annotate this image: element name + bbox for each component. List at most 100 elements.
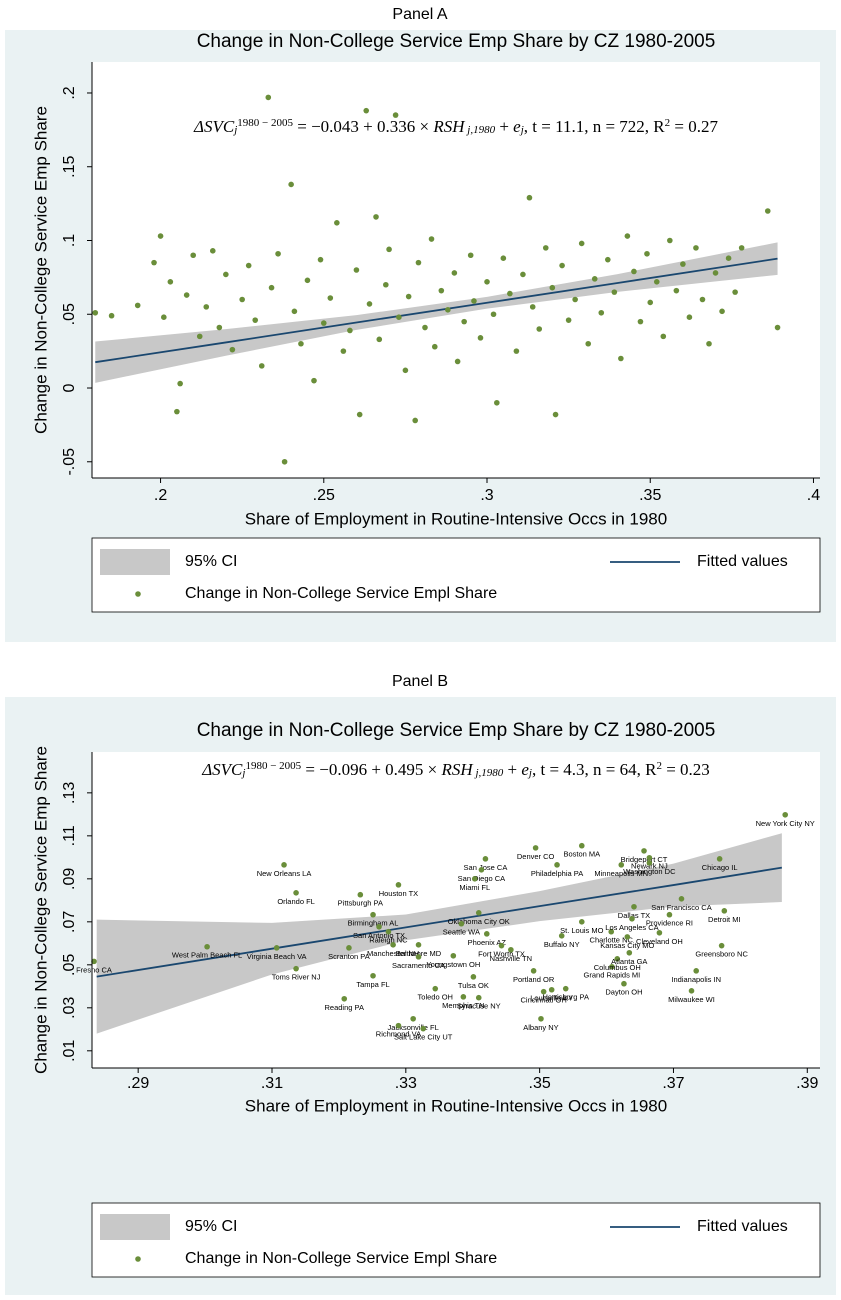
equation-part: = −0.043 + 0.336 × [293,117,433,136]
point-label: Salt Lake City UT [394,1033,453,1042]
scatter-point [680,261,686,267]
scatter-point [356,411,363,418]
scatter-point [712,270,719,276]
scatter-point [134,302,141,309]
scatter-point [656,929,663,936]
scatter-point [475,909,482,916]
equation-part: j [232,124,237,136]
scatter-point [275,250,281,257]
scatter-point [660,333,667,340]
scatter-point [395,1022,402,1029]
legend-box [91,1202,821,1278]
scatter-point [258,363,265,369]
scatter-point [678,896,685,902]
scatter-point [644,250,650,257]
scatter-point [420,1025,427,1032]
y-tick-label: .09 [61,868,78,890]
point-label: Birmingham AL [348,919,399,928]
plot-data: New York City NY Fresno CA West Palm Beach… [76,811,815,1042]
scatter-point [725,255,732,261]
scatter-point [209,248,216,254]
scatter-point [530,968,537,974]
point-label: Baltimore MD [396,949,442,958]
scatter-point [721,908,728,914]
y-tick-label: .1 [61,234,78,247]
scatter-point [611,289,618,295]
scatter-point [542,245,549,251]
equation-part: j [240,767,245,779]
scatter-point [216,324,223,331]
scatter-point [327,295,334,301]
x-tick-label: .37 [662,1075,684,1092]
point-label: St. Louis MO [560,926,604,935]
scatter-point [500,255,507,261]
point-label: Pittsburgh PA [338,899,383,908]
scatter-point [470,974,477,980]
equation-part: e [513,117,521,136]
panel-label: Panel B [392,673,448,690]
point-label: Los Angeles CA [605,923,658,932]
scatter-point [578,240,585,247]
y-tick-label: .07 [61,911,78,933]
legend-swatch [135,591,141,597]
scatter-point [572,296,578,303]
legend-swatch [100,1214,170,1240]
scatter-point [458,920,465,927]
point-label: Louisville KY [530,994,573,1003]
scatter-point [405,293,412,300]
scatter-point [508,946,514,953]
scatter-point [341,995,348,1002]
equation-part: RSH [441,760,475,779]
panel-label: Panel A [392,6,447,23]
point-label: Indianapolis IN [671,975,721,984]
scatter-point [482,856,489,862]
scatter-point [646,860,653,866]
scatter-point [370,911,376,918]
scatter-point [353,267,360,273]
y-tick-label: .13 [61,782,78,804]
equation: ΔSVCj1980 − 2005 = −0.096 + 0.495 × RSH … [201,760,710,779]
point-label: Detroit MI [708,915,741,924]
scatter-point [578,919,585,925]
point-label: Milwaukee WI [668,995,715,1004]
scatter-point [631,903,637,910]
point-label: Charlotte NC [590,936,634,945]
point-label: Raleigh NC [369,936,408,945]
equation-part: j [519,124,524,136]
plot-layer: New York City NY Fresno CA West Palm Beach… [76,811,815,1042]
equation-part: = 0.23 [662,760,710,779]
point-label: Columbus OH [594,963,641,972]
x-tick-label: .35 [639,487,661,504]
scatter-point [609,963,615,970]
scatter-point [624,934,631,940]
scatter-point [395,882,402,888]
equation-part: j,1980 [465,124,496,136]
scatter-point [605,256,611,263]
point-label: Toledo OH [418,993,453,1002]
point-label: Orlando FL [277,897,315,906]
scatter-point [578,842,585,849]
point-label: Cleveland OH [636,937,683,946]
scatter-point [554,862,560,868]
point-label: Minneapolis MN [594,869,648,878]
scatter-point [161,314,167,321]
point-label: Harrisburg PA [542,993,589,1002]
x-tick-label: .25 [313,487,335,504]
chart-title: Change in Non-College Service Emp Share … [197,720,716,741]
scatter-point [183,292,190,298]
scatter-point [373,214,379,220]
scatter-point [782,811,789,818]
point-label: Jacksonville FL [388,1023,439,1032]
scatter-point [293,965,299,972]
point-label: Philadelphia PA [531,869,583,878]
scatter-point [498,942,505,949]
scatter-point [624,233,631,239]
scatter-point [450,952,457,959]
scatter-point [223,271,229,278]
scatter-point [693,245,699,251]
scatter-point [471,876,478,882]
scatter-point [196,333,203,340]
scatter-point [585,340,592,347]
point-label: Miami FL [459,883,490,892]
scatter-point [366,301,373,307]
